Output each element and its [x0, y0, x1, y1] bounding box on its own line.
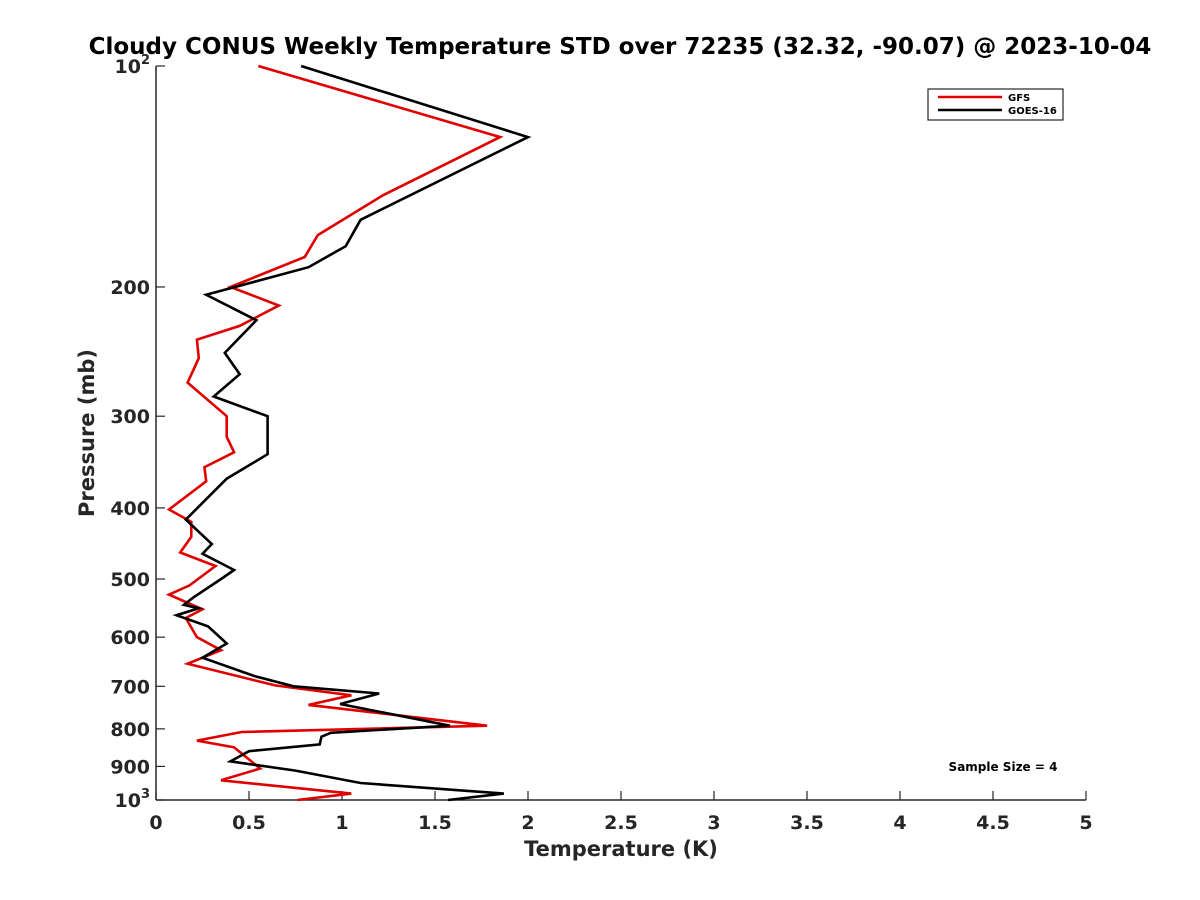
x-tick-label: 0 [149, 812, 162, 834]
legend: GFS GOES-16 [927, 88, 1064, 121]
sample-size-annotation: Sample Size = 4 [949, 760, 1058, 774]
series-line-goes16 [172, 64, 532, 802]
y-tick-label: 103 [115, 787, 151, 812]
legend-box [927, 88, 1064, 121]
y-tick-label: 102 [115, 53, 151, 78]
x-tick-label: 2 [521, 812, 534, 834]
y-tick-label: 200 [110, 277, 150, 299]
x-tick-label: 1.5 [418, 812, 452, 834]
y-tick-label: 600 [110, 627, 150, 649]
x-tick-label: 3 [707, 812, 720, 834]
y-tick-base: 10 [115, 790, 141, 812]
chart-title: Cloudy CONUS Weekly Temperature STD over… [89, 34, 1152, 60]
y-axis-label: Pressure (mb) [75, 349, 99, 517]
y-tick-label: 500 [110, 569, 150, 591]
x-tick-label: 4 [893, 812, 906, 834]
x-axis-label: Temperature (K) [524, 837, 718, 861]
x-axis-ticks: 0 0.5 1 1.5 2 2.5 3 3.5 4 4.5 5 [149, 791, 1093, 834]
x-tick-label: 3.5 [790, 812, 824, 834]
y-tick-label: 800 [110, 719, 150, 741]
y-tick-base: 10 [115, 56, 141, 78]
plot-axes [155, 66, 1086, 801]
y-tick-label: 400 [110, 498, 150, 520]
y-tick-exponent: 3 [141, 787, 150, 802]
y-tick-exponent: 2 [141, 53, 150, 68]
x-tick-label: 2.5 [604, 812, 638, 834]
x-tick-label: 1 [335, 812, 348, 834]
x-tick-label: 0.5 [232, 812, 266, 834]
y-tick-label: 300 [110, 406, 150, 428]
legend-label-gfs: GFS [1008, 93, 1030, 104]
y-tick-label: 700 [110, 676, 150, 698]
x-tick-label: 5 [1079, 812, 1092, 834]
x-tick-label: 4.5 [976, 812, 1010, 834]
series-line-gfs [165, 64, 504, 802]
series-lines [165, 64, 532, 802]
y-tick-label: 900 [110, 756, 150, 778]
legend-label-goes16: GOES-16 [1008, 106, 1057, 117]
